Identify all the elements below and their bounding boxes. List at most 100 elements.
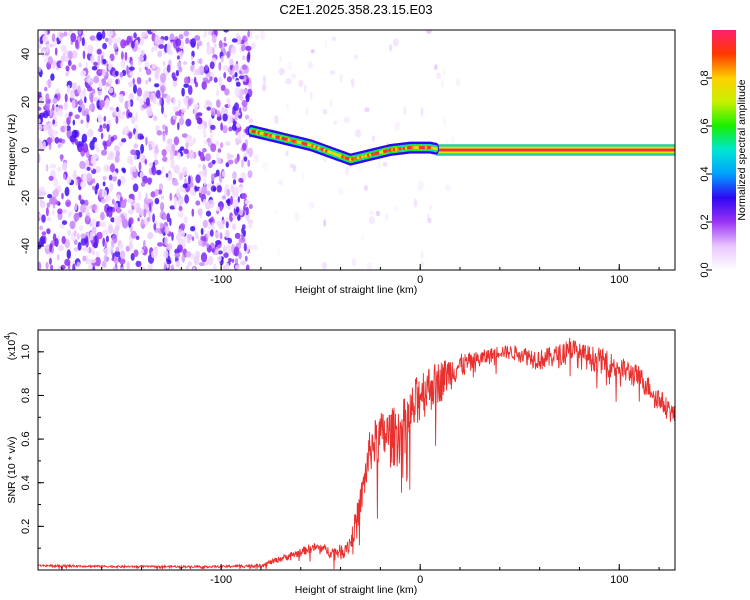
noise-blob: [227, 237, 232, 244]
noise-blob: [150, 30, 158, 33]
noise-blob: [153, 44, 158, 52]
noise-blob: [225, 244, 232, 255]
noise-blob: [119, 114, 125, 120]
noise-blob: [128, 209, 132, 215]
noise-blob: [180, 223, 186, 231]
noise-blob: [169, 205, 176, 210]
noise-blob: [240, 237, 246, 244]
noise-blob: [142, 175, 148, 184]
colorbar-label: Normalized spectral amplitude: [736, 79, 748, 220]
noise-blob: [53, 177, 59, 188]
noise-blob: [49, 110, 53, 117]
noise-blob: [157, 50, 163, 58]
noise-blob: [194, 231, 199, 240]
noise-blob: [276, 247, 281, 256]
noise-blob: [205, 260, 209, 266]
noise-blob: [213, 77, 218, 83]
noise-blob: [248, 147, 254, 158]
noise-blob: [82, 50, 86, 60]
noise-blob: [111, 239, 115, 248]
noise-blob: [164, 125, 168, 136]
noise-blob: [91, 218, 97, 228]
noise-blob: [162, 132, 166, 142]
noise-blob: [95, 166, 101, 174]
noise-blob: [65, 65, 70, 72]
noise-blob: [237, 196, 240, 203]
noise-blob: [44, 102, 50, 111]
noise-blob: [245, 45, 252, 52]
noise-blob: [303, 84, 307, 93]
noise-blob: [192, 191, 196, 196]
noise-blob: [197, 66, 201, 76]
noise-blob: [321, 261, 327, 270]
noise-blob: [225, 141, 231, 146]
noise-blob: [202, 164, 206, 171]
noise-blob: [196, 117, 203, 125]
noise-blob: [92, 250, 95, 256]
noise-blob: [205, 79, 211, 84]
noise-blob: [180, 113, 184, 119]
noise-blob: [251, 244, 258, 251]
noise-blob: [63, 55, 70, 63]
noise-blob: [241, 64, 248, 70]
noise-blob: [96, 99, 101, 109]
tone-band-core: [436, 148, 675, 152]
noise-blob: [120, 59, 126, 69]
noise-blob: [206, 242, 209, 248]
noise-blob: [38, 140, 43, 149]
noise-blob: [219, 205, 223, 212]
noise-blob: [135, 235, 140, 240]
chart-title: C2E1.2025.358.23.15.E03: [279, 2, 432, 17]
noise-blob: [228, 126, 233, 132]
noise-blob: [90, 54, 95, 64]
noise-blob: [241, 88, 248, 95]
noise-blob: [120, 39, 126, 49]
noise-blob: [231, 214, 238, 219]
noise-blob: [114, 154, 120, 163]
noise-blob: [73, 212, 80, 222]
noise-blob: [145, 192, 148, 203]
noise-blob: [255, 34, 259, 40]
noise-blob: [234, 102, 239, 111]
noise-blob: [88, 263, 93, 270]
colorbar-gradient: [712, 30, 736, 270]
noise-blob: [238, 131, 242, 140]
noise-blob: [61, 138, 66, 144]
noise-blob: [245, 264, 250, 270]
noise-blob: [445, 184, 451, 191]
snr-y-multiplier: (x104): [3, 332, 18, 360]
noise-blob: [227, 114, 233, 125]
noise-blob: [71, 64, 77, 71]
noise-blob: [158, 39, 165, 45]
noise-blob: [64, 258, 71, 266]
noise-blob: [84, 215, 90, 225]
noise-blob: [150, 94, 154, 103]
noise-blob: [107, 78, 113, 85]
noise-blob: [333, 120, 338, 125]
noise-blob: [225, 230, 230, 238]
noise-blob: [118, 93, 124, 104]
noise-blob: [74, 138, 78, 146]
noise-blob: [143, 208, 147, 218]
noise-blob: [162, 60, 166, 67]
noise-blob: [163, 113, 167, 119]
noise-blob: [38, 261, 42, 270]
noise-blob: [117, 179, 121, 187]
noise-blob: [78, 146, 84, 153]
noise-blob: [54, 47, 58, 56]
noise-blob: [193, 256, 200, 266]
noise-blob: [113, 202, 119, 210]
noise-blob: [48, 175, 54, 181]
noise-blob: [89, 104, 92, 112]
noise-blob: [130, 253, 135, 261]
noise-blob: [235, 139, 242, 144]
noise-blob: [231, 38, 238, 43]
noise-blob: [39, 212, 42, 219]
noise-blob: [79, 98, 83, 108]
noise-blob: [240, 44, 246, 52]
noise-blob: [234, 63, 239, 73]
noise-blob: [47, 194, 53, 199]
noise-blob: [249, 84, 253, 90]
noise-blob: [125, 245, 130, 252]
